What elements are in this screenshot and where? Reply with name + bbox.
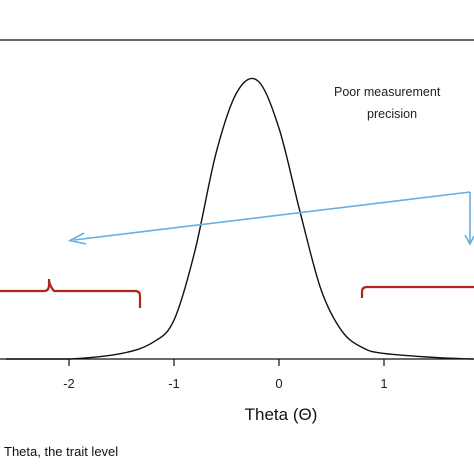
annotation-line1: Poor measurement (334, 85, 441, 99)
arrowhead-left (67, 232, 87, 245)
x-axis-title: Theta (Θ) (245, 405, 318, 424)
x-tick-labels: -2 -1 0 1 (63, 376, 387, 391)
arrowhead-down (464, 234, 474, 246)
annotation-line2: precision (367, 107, 417, 121)
right-bracket (360, 285, 474, 298)
x-tick-label: -1 (168, 376, 180, 391)
left-bracket (0, 278, 142, 308)
x-tick-label: -2 (63, 376, 75, 391)
caption: Theta, the trait level (4, 444, 118, 459)
arrow-line-left (73, 191, 471, 241)
x-ticks (68, 359, 385, 366)
x-tick-label: 1 (380, 376, 387, 391)
x-tick-label: 0 (275, 376, 282, 391)
information-curve (6, 77, 474, 360)
